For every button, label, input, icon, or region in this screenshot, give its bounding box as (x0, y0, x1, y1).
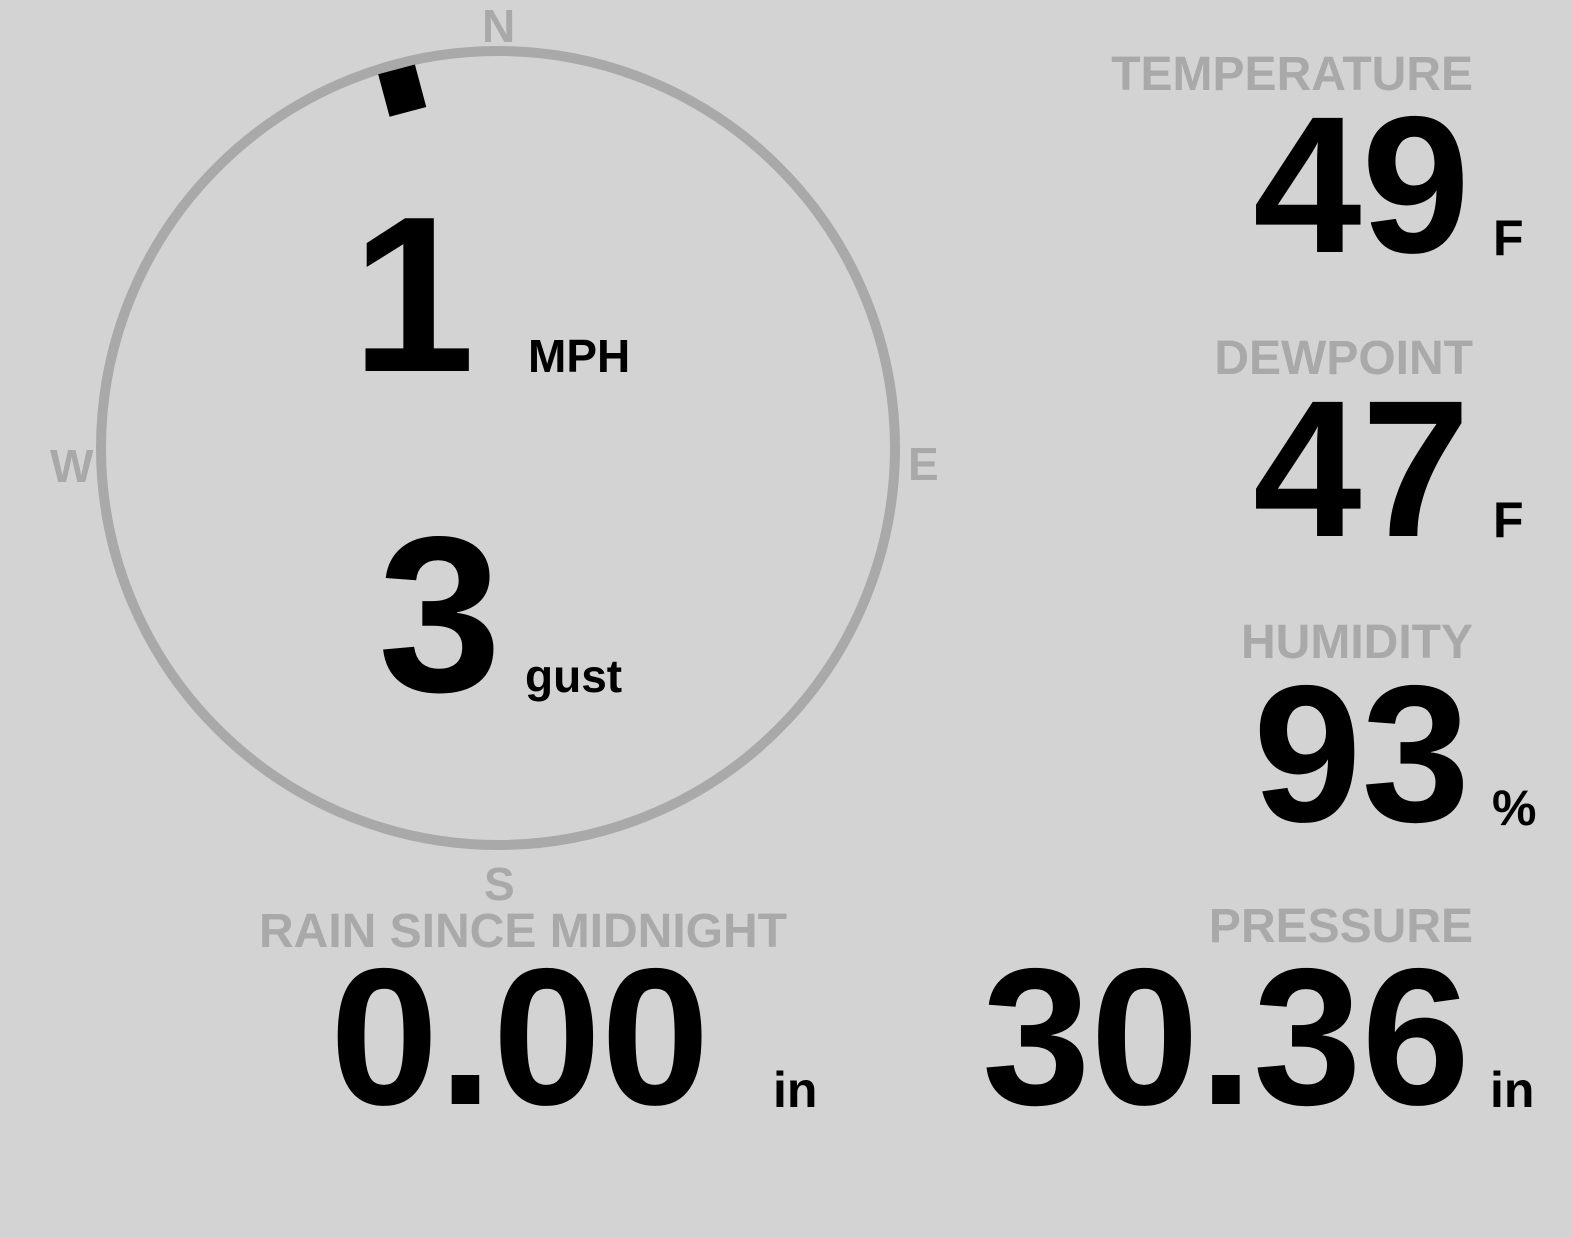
wind-gust-value: 3 (378, 491, 502, 739)
compass-west-label: W (50, 440, 94, 492)
dewpoint-label: DEWPOINT (1214, 332, 1473, 385)
temperature-label: TEMPERATURE (1111, 48, 1473, 101)
compass-north-label: N (482, 0, 516, 52)
humidity-label: HUMIDITY (1241, 616, 1473, 669)
humidity-value: 93 (1253, 645, 1470, 863)
wind-speed-value: 1 (351, 171, 475, 419)
wind-gust-unit: gust (525, 650, 623, 702)
compass-south-label: S (484, 858, 515, 910)
humidity-unit: % (1492, 780, 1537, 836)
dewpoint-unit: F (1493, 492, 1524, 548)
wind-speed-unit: MPH (528, 330, 631, 382)
pressure-value: 30.36 (982, 928, 1470, 1146)
rain-value: 0.00 (330, 928, 710, 1146)
wind-direction-indicator (378, 64, 427, 117)
dewpoint-value: 47 (1253, 360, 1470, 578)
temperature-unit: F (1493, 210, 1524, 266)
compass-ring (96, 46, 900, 850)
pressure-unit: in (1490, 1062, 1535, 1118)
temperature-value: 49 (1253, 76, 1470, 294)
pressure-label: PRESSURE (1208, 900, 1473, 953)
rain-unit: in (773, 1062, 818, 1118)
rain-label: RAIN SINCE MIDNIGHT (259, 905, 787, 958)
compass-east-label: E (908, 438, 939, 490)
